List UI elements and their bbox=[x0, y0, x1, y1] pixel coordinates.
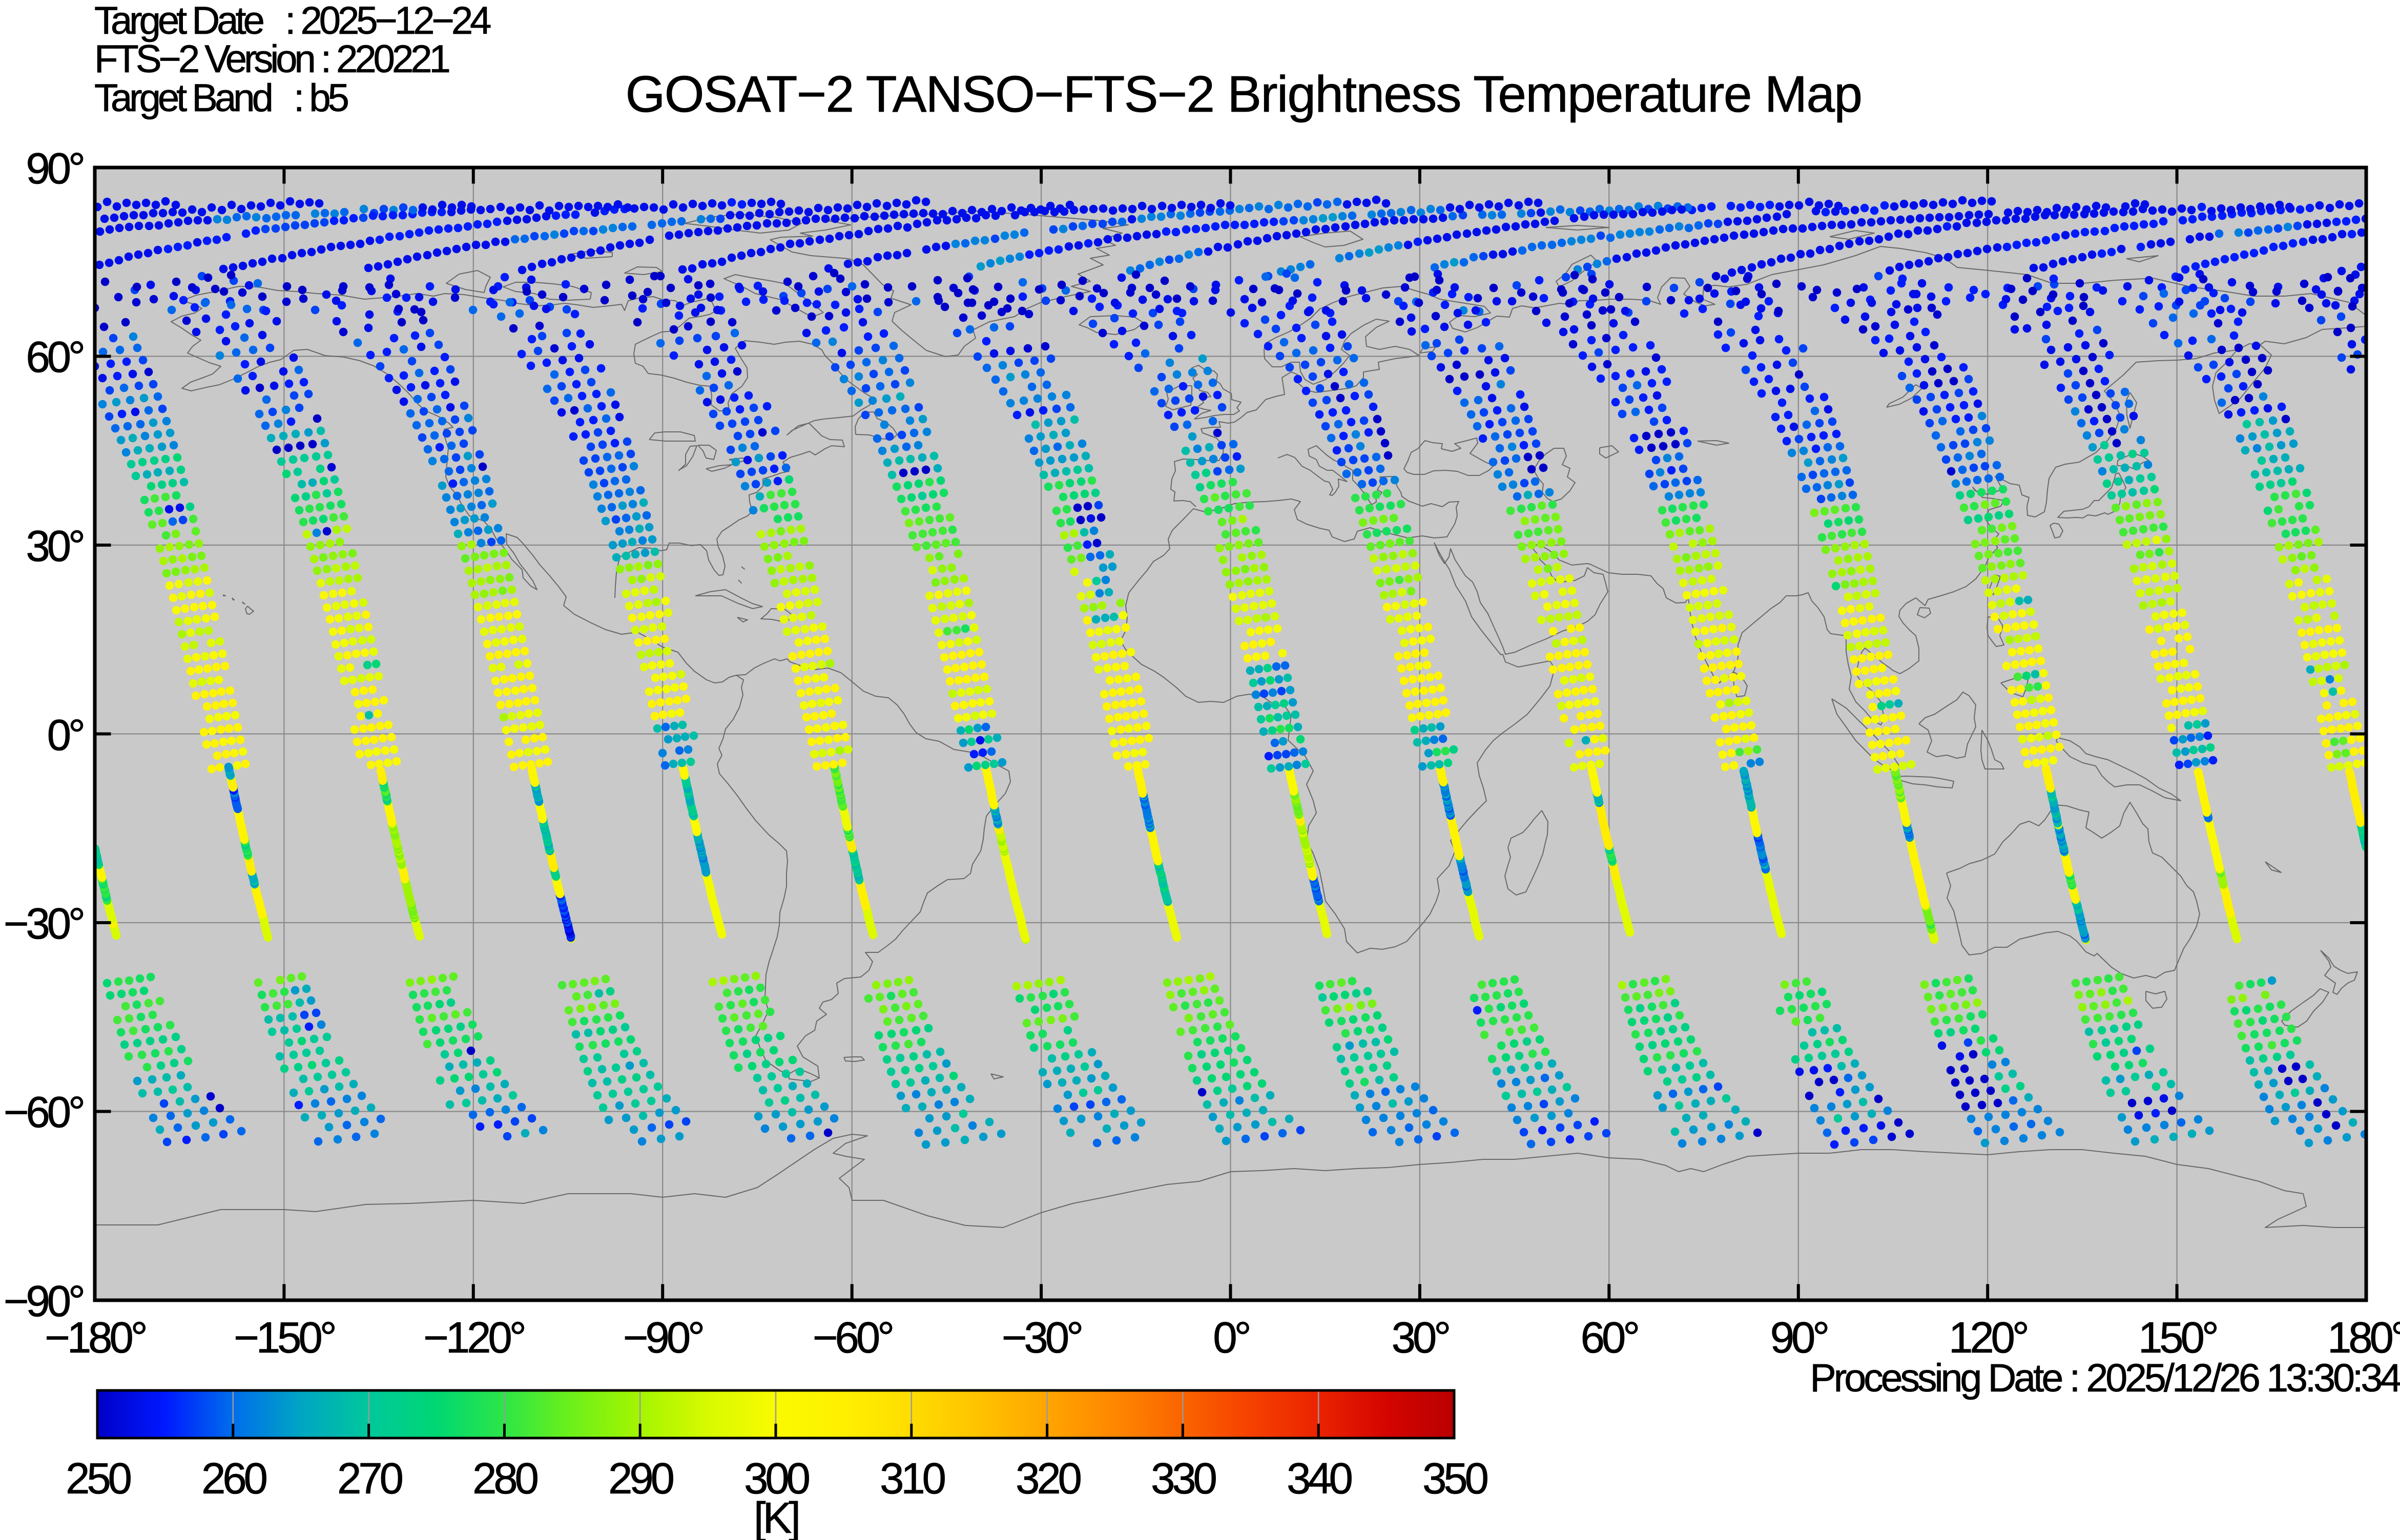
svg-text:330: 330 bbox=[1151, 1454, 1216, 1503]
svg-text:Target Band : b5: Target Band : b5 bbox=[94, 76, 348, 120]
svg-text:280: 280 bbox=[472, 1454, 537, 1503]
svg-text:150°: 150° bbox=[2138, 1314, 2217, 1362]
svg-text:180°: 180° bbox=[2327, 1314, 2400, 1362]
svg-text:60°: 60° bbox=[1581, 1314, 1638, 1362]
svg-text:30°: 30° bbox=[1392, 1314, 1449, 1362]
svg-text:30°: 30° bbox=[26, 522, 83, 571]
svg-text:290: 290 bbox=[608, 1454, 673, 1503]
svg-text:−180°: −180° bbox=[45, 1314, 145, 1362]
svg-text:300: 300 bbox=[744, 1454, 809, 1503]
svg-text:FTS−2 Version : 220221: FTS−2 Version : 220221 bbox=[94, 37, 449, 81]
svg-text:270: 270 bbox=[337, 1454, 402, 1503]
svg-text:60°: 60° bbox=[26, 333, 83, 382]
svg-text:−120°: −120° bbox=[423, 1314, 524, 1362]
svg-text:−90°: −90° bbox=[4, 1277, 83, 1326]
svg-text:0°: 0° bbox=[47, 711, 83, 760]
svg-text:−60°: −60° bbox=[813, 1314, 892, 1362]
svg-text:−60°: −60° bbox=[4, 1088, 83, 1137]
svg-text:−90°: −90° bbox=[623, 1314, 702, 1362]
svg-text:0°: 0° bbox=[1213, 1314, 1249, 1362]
svg-text:310: 310 bbox=[880, 1454, 945, 1503]
svg-text:Target Date : 2025−12−24: Target Date : 2025−12−24 bbox=[94, 0, 491, 43]
svg-text:−150°: −150° bbox=[234, 1314, 334, 1362]
svg-text:[K]: [K] bbox=[754, 1494, 798, 1540]
svg-text:120°: 120° bbox=[1949, 1314, 2027, 1362]
svg-text:−30°: −30° bbox=[1002, 1314, 1081, 1362]
svg-text:320: 320 bbox=[1016, 1454, 1081, 1503]
svg-text:90°: 90° bbox=[1770, 1314, 1828, 1362]
svg-text:340: 340 bbox=[1287, 1454, 1352, 1503]
svg-text:260: 260 bbox=[201, 1454, 266, 1503]
svg-text:350: 350 bbox=[1422, 1454, 1487, 1503]
svg-text:−30°: −30° bbox=[4, 900, 83, 948]
svg-text:GOSAT−2 TANSO−FTS−2 Brightness: GOSAT−2 TANSO−FTS−2 Brightness Temperatu… bbox=[626, 66, 1862, 123]
svg-text:Processing Date : 2025/12/26 1: Processing Date : 2025/12/26 13:30:34 bbox=[1810, 1356, 2400, 1400]
svg-text:250: 250 bbox=[66, 1454, 131, 1503]
svg-text:90°: 90° bbox=[26, 144, 83, 193]
